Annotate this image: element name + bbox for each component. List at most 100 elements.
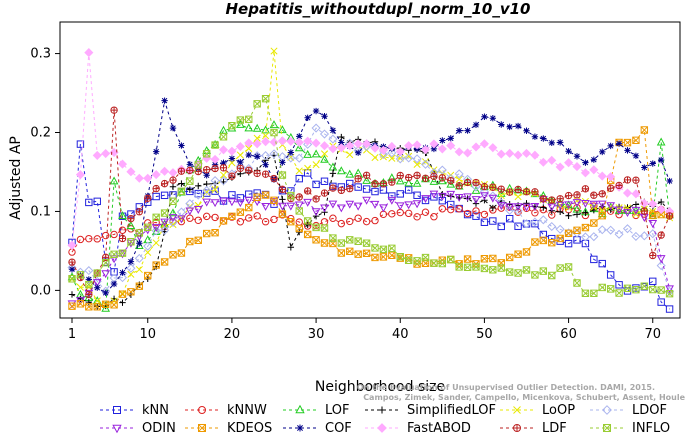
data-point bbox=[505, 203, 515, 212]
series-odin bbox=[67, 190, 674, 309]
data-point bbox=[144, 223, 152, 231]
data-point bbox=[623, 209, 632, 218]
data-point bbox=[312, 236, 320, 244]
data-point bbox=[169, 221, 177, 229]
data-point bbox=[85, 198, 93, 207]
data-point bbox=[548, 196, 556, 204]
data-point bbox=[354, 250, 362, 258]
data-point bbox=[514, 222, 522, 230]
data-point bbox=[497, 192, 505, 200]
data-point bbox=[312, 195, 320, 203]
data-point bbox=[548, 196, 555, 204]
data-point bbox=[236, 164, 245, 172]
credit-line-1: Campos, Zimek, Sander, Campello, Micenko… bbox=[363, 393, 685, 402]
data-point bbox=[623, 138, 632, 147]
data-point bbox=[388, 154, 396, 162]
data-point bbox=[127, 288, 135, 296]
data-point bbox=[454, 147, 464, 157]
data-point bbox=[186, 167, 194, 174]
data-point bbox=[413, 191, 421, 199]
data-point bbox=[498, 185, 505, 193]
data-point bbox=[447, 205, 455, 214]
data-point bbox=[202, 229, 211, 238]
data-point bbox=[564, 158, 574, 168]
data-point bbox=[245, 214, 253, 222]
data-point bbox=[203, 172, 210, 179]
data-point bbox=[312, 195, 320, 203]
data-point bbox=[211, 165, 219, 172]
data-point bbox=[168, 168, 178, 178]
data-point bbox=[311, 123, 321, 133]
data-point bbox=[548, 239, 556, 247]
data-point bbox=[210, 154, 220, 164]
data-point bbox=[143, 241, 153, 251]
legend-item: LOF bbox=[283, 403, 350, 418]
data-point bbox=[168, 208, 178, 217]
data-point bbox=[144, 271, 152, 280]
data-point bbox=[590, 255, 598, 264]
data-point bbox=[404, 153, 414, 163]
data-point bbox=[430, 172, 438, 181]
data-point bbox=[262, 132, 270, 140]
data-point bbox=[160, 179, 169, 188]
data-point bbox=[648, 199, 658, 209]
data-point bbox=[228, 212, 236, 221]
data-point bbox=[657, 231, 665, 239]
data-point bbox=[564, 229, 573, 238]
data-point bbox=[135, 229, 144, 237]
data-point bbox=[127, 258, 135, 265]
data-point bbox=[665, 305, 674, 313]
data-point bbox=[472, 121, 480, 129]
data-point bbox=[657, 231, 665, 239]
data-point bbox=[556, 201, 564, 210]
data-point bbox=[261, 191, 270, 199]
data-point bbox=[277, 136, 287, 146]
legend-marker bbox=[603, 424, 611, 432]
data-point bbox=[237, 158, 244, 166]
data-point bbox=[287, 191, 295, 200]
data-point bbox=[640, 126, 649, 134]
data-point bbox=[606, 285, 615, 293]
data-point bbox=[211, 186, 219, 194]
data-point bbox=[632, 211, 640, 220]
data-point bbox=[160, 218, 169, 227]
data-point bbox=[606, 172, 616, 182]
data-point bbox=[556, 264, 564, 272]
credit-line-2: On the Evaluation of Unsupervised Outlie… bbox=[357, 383, 655, 392]
data-point bbox=[530, 217, 540, 227]
data-point bbox=[312, 180, 320, 189]
data-point bbox=[513, 206, 523, 216]
data-point bbox=[127, 270, 135, 278]
data-point bbox=[194, 216, 202, 225]
data-point bbox=[270, 175, 278, 182]
data-point bbox=[278, 210, 287, 218]
data-point bbox=[395, 202, 405, 211]
data-point bbox=[136, 240, 143, 247]
data-point bbox=[396, 171, 404, 180]
series-line bbox=[71, 136, 670, 308]
data-point bbox=[640, 207, 649, 215]
data-point bbox=[413, 257, 421, 265]
data-point bbox=[75, 170, 85, 180]
data-point bbox=[177, 187, 186, 196]
data-point bbox=[455, 175, 463, 183]
data-point bbox=[270, 215, 278, 224]
data-point bbox=[101, 303, 111, 312]
data-point bbox=[261, 151, 271, 161]
data-point bbox=[641, 164, 648, 171]
data-point bbox=[614, 229, 624, 239]
data-point bbox=[371, 153, 379, 162]
data-point bbox=[513, 150, 523, 160]
data-point bbox=[590, 191, 598, 199]
data-point bbox=[202, 153, 212, 163]
plot-area bbox=[59, 21, 681, 319]
data-point bbox=[119, 235, 126, 242]
legend-item: FastABOD bbox=[365, 421, 471, 434]
data-point bbox=[311, 138, 321, 148]
data-point bbox=[270, 47, 278, 55]
data-point bbox=[101, 253, 110, 262]
data-point bbox=[489, 266, 497, 274]
data-point bbox=[489, 254, 497, 263]
data-point bbox=[178, 167, 185, 175]
data-point bbox=[219, 125, 228, 134]
